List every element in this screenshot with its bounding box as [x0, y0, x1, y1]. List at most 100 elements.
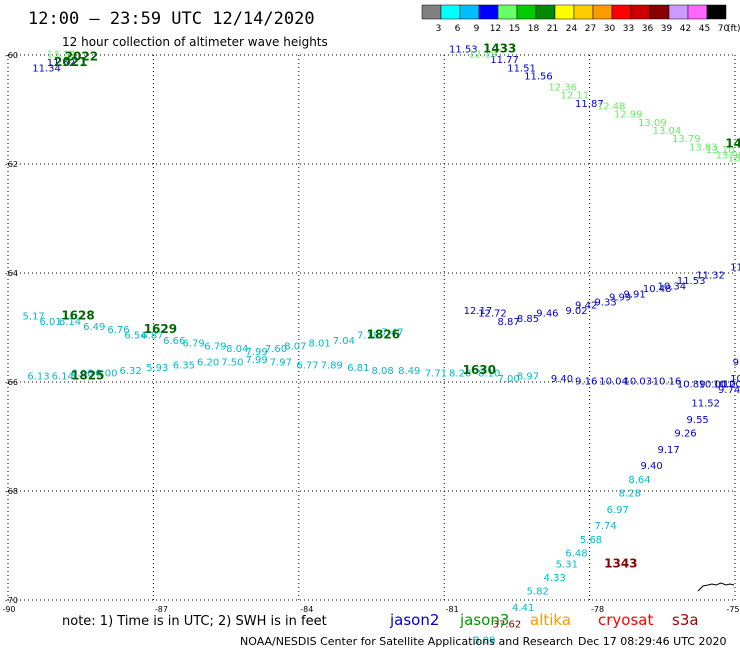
colorbar-tick-label: 39: [661, 24, 673, 34]
swh-value: 9.16: [575, 377, 597, 388]
swh-value: 5.93: [146, 363, 168, 374]
colorbar-swatch: [706, 4, 727, 20]
swh-value: 10.34: [657, 281, 686, 292]
swh-value: 6.79: [204, 341, 226, 352]
swh-value: 5.82: [527, 587, 549, 598]
swh-value: 7.74: [594, 521, 616, 532]
swh-value: 11.77: [490, 55, 519, 66]
swh-value: 10.04: [599, 377, 628, 388]
swh-value: 13.10: [706, 145, 735, 156]
colorbar-swatch: [554, 4, 575, 20]
swh-value: 6.35: [173, 360, 195, 371]
colorbar-swatch: [668, 4, 689, 20]
colorbar-tick-label: 45: [699, 24, 710, 34]
swh-value: 11.32: [696, 270, 725, 281]
swh-value: 7.50: [221, 358, 243, 369]
colorbar-swatch: [649, 4, 670, 20]
swh-value: 10.89: [677, 379, 706, 390]
swh-value: 5.17: [23, 311, 45, 322]
swh-value: 11.51: [507, 63, 536, 74]
swh-value: 6.01: [40, 317, 62, 328]
x-tick-label: -87: [155, 605, 168, 614]
time-label: 1433: [483, 41, 516, 55]
satellite-legend: jason2 jason3 altika cryosat s3a: [389, 611, 699, 629]
swh-value: 6.14: [59, 317, 81, 328]
colorbar-tick-label: 33: [623, 24, 634, 34]
y-tick-label: -60: [5, 51, 18, 60]
swh-value: 8.20: [449, 369, 471, 380]
swh-value: 3.09: [473, 636, 495, 647]
swh-value: 13.12: [47, 50, 76, 61]
swh-value: 6.00: [95, 369, 117, 380]
x-tick-label: -75: [726, 605, 739, 614]
colorbar-tick-label: 24: [566, 24, 578, 34]
swh-value: 6.66: [163, 336, 185, 347]
colorbar-unit: (ft): [727, 24, 740, 34]
swh-value: 6.79: [182, 339, 204, 350]
legend-altika: altika: [530, 611, 571, 629]
colorbar-tick-label: 21: [547, 24, 558, 34]
swh-value: 4.41: [512, 603, 534, 614]
swh-value: 6.54: [124, 330, 146, 341]
swh-value: 10.16: [653, 377, 682, 388]
swh-value: 6.13: [27, 371, 49, 382]
swh-value: 12.48: [597, 102, 626, 113]
colorbar-swatch: [611, 4, 632, 20]
swh-value: 12.17: [464, 306, 493, 317]
swh-value: 11.53: [449, 44, 478, 55]
swh-value: 10: [730, 374, 740, 385]
swh-value: 6.06: [71, 369, 93, 380]
colorbar-swatch: [497, 4, 518, 20]
swh-value: 10.48: [643, 284, 672, 295]
time-label: 2021: [54, 55, 87, 69]
swh-value: 9.74: [718, 385, 740, 396]
colorbar-swatch: [573, 4, 594, 20]
swh-value: 5.68: [580, 535, 602, 546]
swh-value: 7.99: [245, 347, 267, 358]
swh-value: 11.7: [730, 262, 740, 273]
colorbar-tick-label: 3: [436, 24, 442, 34]
swh-value: 9.42: [575, 300, 597, 311]
time-label: 2022: [65, 49, 98, 63]
swh-value: 4.33: [544, 573, 566, 584]
y-tick-label: -62: [5, 160, 18, 169]
swh-value: 8.97: [517, 371, 539, 382]
time-label: 1343: [604, 556, 637, 570]
y-tick-label: -64: [5, 269, 18, 278]
colorbar-swatch: [478, 4, 499, 20]
swh-value: 11.52: [691, 399, 720, 410]
colorbar-swatch: [421, 4, 442, 20]
time-label: 1826: [367, 327, 400, 341]
swh-value: 13.99: [716, 151, 740, 162]
colorbar-swatch: [630, 4, 651, 20]
swh-value: 13.79: [672, 134, 701, 145]
colorbar-tick-label: 36: [642, 24, 654, 34]
footer-note: note: 1) Time is in UTC; 2) SWH is in fe…: [62, 614, 327, 629]
time-label: 1825: [71, 368, 104, 382]
legend-cryosat: cryosat: [598, 611, 653, 629]
swh-value: 10.39: [723, 379, 740, 390]
swh-value: 6.76: [107, 325, 129, 336]
swh-value: 9.33: [594, 298, 616, 309]
axis-ticks: -90 -87 -84 -81 -78 -75 -60 -62 -64 -66 -68 -70: [2, 51, 739, 614]
swh-value: 9.02: [565, 306, 587, 317]
swh-value: 8.87: [498, 317, 520, 328]
x-tick-label: -90: [2, 605, 15, 614]
swh-value: 9.91: [624, 290, 646, 301]
colorbar-tick-label: 9: [474, 24, 480, 34]
time-label: 1628: [61, 308, 94, 322]
x-tick-label: -78: [591, 605, 604, 614]
colorbar-swatch: [687, 4, 708, 20]
colorbar-tick-label: 30: [604, 24, 616, 34]
swh-value: 10.03: [624, 377, 653, 388]
time-label: 143: [725, 137, 740, 151]
swh-value: 7.99: [245, 355, 267, 366]
swh-value: 8.10: [478, 369, 500, 380]
colorbar-tick-label: 18: [528, 24, 540, 34]
swh-value: 7.47: [381, 328, 403, 339]
colorbar: 3 6 9 12 15 18 21 24 27 30 33 36 39 42 45 70(ft): [421, 4, 740, 34]
swh-value: 6.48: [565, 548, 587, 559]
colorbar-tick-label: 42: [680, 24, 691, 34]
y-tick-label: -70: [5, 596, 18, 605]
swh-value: 9.17: [657, 445, 679, 456]
